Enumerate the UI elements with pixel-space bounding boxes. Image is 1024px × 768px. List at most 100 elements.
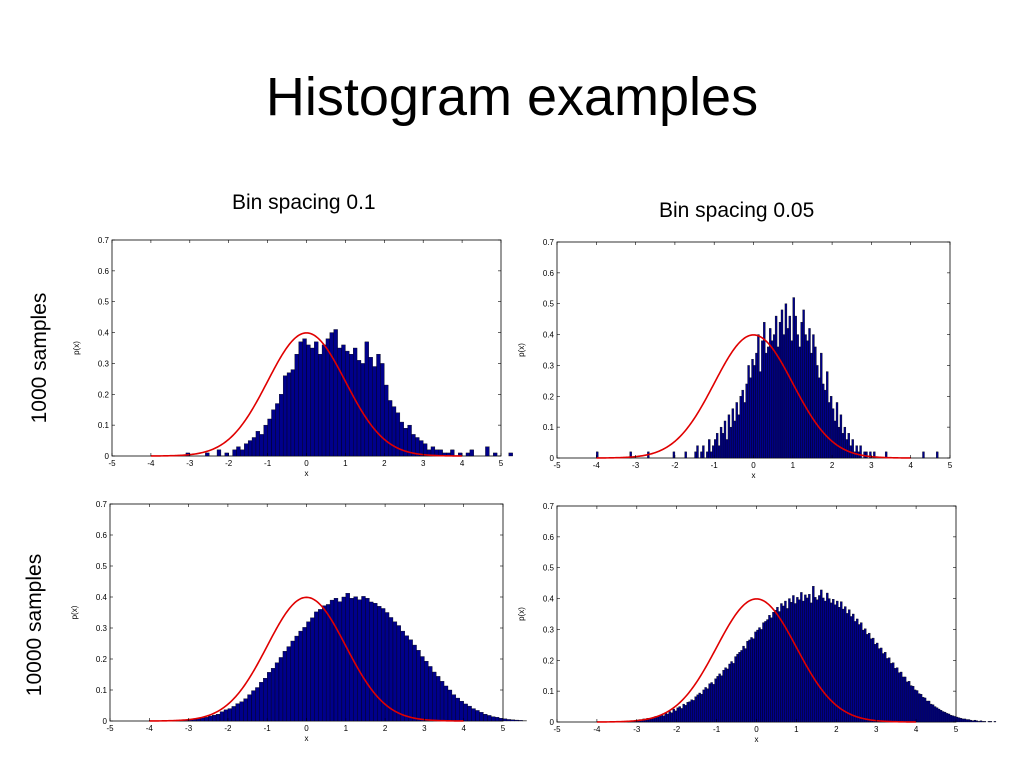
histogram-bar [903,676,907,723]
histogram-bar [922,451,925,459]
y-tick-label: 0.2 [96,655,108,664]
y-tick-label: 0 [550,454,555,463]
histogram-bar [747,365,750,459]
histogram-bar [794,603,797,723]
histogram-bar [822,597,825,723]
histogram-bar [728,663,731,723]
histogram-bar [298,341,303,457]
histogram-bar [400,630,405,722]
histogram-bar [786,608,789,723]
histogram-bar [837,426,841,459]
histogram-bar [778,322,782,459]
histogram-bar [741,389,744,459]
histogram-bar [436,676,441,722]
histogram-bar [891,662,895,723]
histogram-bar [670,712,673,723]
histogram-bar [848,609,851,723]
histogram-bar [933,706,937,723]
histogram-bar [820,589,823,723]
histogram-bar [498,718,504,722]
histogram-bar [708,683,711,723]
x-tick-label: 1 [791,461,796,470]
histogram-bar [491,716,496,722]
normal-pdf-curve [596,598,917,723]
x-tick-label: 4 [914,725,919,734]
x-axis-label: x [755,735,759,744]
x-tick-label: -3 [185,724,193,733]
histogram-bar [727,414,731,459]
y-axis-label: p(x) [517,343,526,357]
x-tick-label: -5 [106,724,114,733]
histogram-bar [790,340,793,459]
histogram-bar [923,697,927,723]
histogram-bar [824,600,827,723]
histogram-bar [841,433,845,459]
y-tick-label: 0.6 [543,533,555,542]
y-tick-label: 0.6 [543,269,555,278]
histogram-bar [981,721,985,723]
histogram-bar [251,690,256,722]
histogram-bar [475,710,480,722]
histogram-bar [893,668,897,723]
histogram-bar [796,334,799,459]
histogram-bar [770,617,773,723]
x-tick-label: 3 [422,724,427,733]
histogram-bar [730,661,733,723]
histogram-bar [349,353,354,457]
histogram-bar [408,639,413,722]
histogram-bar [814,597,817,723]
histogram-bar [750,637,753,723]
histogram-bar [824,389,827,459]
histogram-bar [428,666,433,722]
histogram-bar [672,708,675,723]
histogram-bar [629,451,632,459]
y-tick-label: 0.1 [543,687,555,696]
histogram-bar [915,690,919,723]
histogram-bar [979,720,983,723]
histogram-bar [380,363,385,457]
histogram-bar [215,714,221,722]
histogram-bar [961,718,965,723]
y-axis-label: p(x) [517,607,526,621]
x-tick-label: 5 [954,725,959,734]
histogram-bar [921,697,925,723]
histogram-bar [760,629,763,723]
histogram-bar [738,652,741,723]
histogram-bar [459,700,464,722]
histogram-bar [865,451,868,459]
histogram-bar [905,681,909,723]
histogram-bar [290,640,295,722]
histogram-bar [874,644,877,723]
histogram-bar [977,721,981,723]
histogram-bar [204,717,209,722]
histogram-bar [424,660,429,722]
histogram-bar [479,712,484,722]
histogram-bar [814,346,817,459]
histogram-bar [822,383,825,459]
histogram-bar [827,402,831,459]
histogram-bar [212,714,217,722]
histogram-bar [864,628,867,723]
histogram-bar [759,371,762,459]
y-tick-label: 0.7 [543,502,555,511]
histogram-bar [907,681,911,723]
histogram-bar [887,657,891,723]
y-tick-label: 0.7 [98,236,110,245]
histogram-bar [963,718,967,723]
x-tick-label: -5 [108,459,116,468]
x-tick-label: 3 [421,459,426,468]
histogram-bar [696,445,699,459]
normal-pdf-curve [149,596,464,722]
histogram-bar [439,681,445,722]
histogram-bar [666,713,669,723]
histogram-bar [951,715,955,723]
x-tick-label: -2 [673,725,681,734]
y-tick-label: 0.3 [543,625,555,634]
histogram-bar [806,597,809,723]
histogram-bar [485,446,490,457]
histogram-bar [690,699,693,723]
histogram-bar [860,622,863,723]
histogram-bar [723,420,727,459]
histogram-bar [949,715,953,723]
histogram-bar [802,309,805,459]
